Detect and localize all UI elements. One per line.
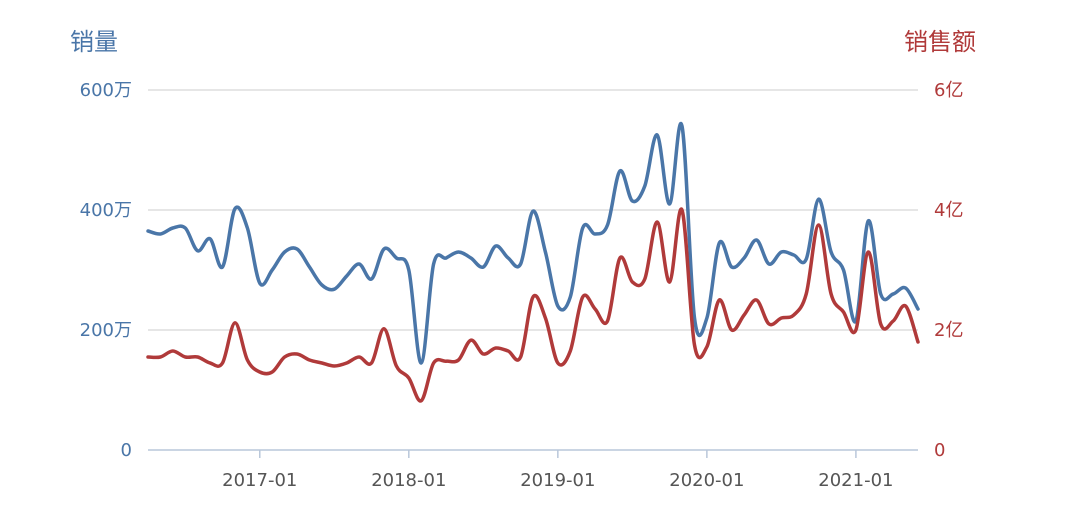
series-line-right: [146, 207, 920, 403]
right-axis-title: 销售额: [904, 28, 976, 56]
right-tick-label: 2亿: [934, 320, 963, 341]
x-tick-label: 2021-01: [818, 470, 893, 491]
left-tick-label: 600万: [80, 80, 132, 101]
series-line-left: [146, 121, 920, 365]
left-axis-ticks: 0 200万 400万 600万: [80, 80, 132, 461]
series-lines: [146, 121, 920, 403]
right-tick-label: 0: [934, 440, 945, 461]
right-axis-ticks: 0 2亿 4亿 6亿: [934, 80, 963, 461]
x-tick-label: 2020-01: [669, 470, 744, 491]
left-tick-label: 400万: [80, 200, 132, 221]
left-tick-label: 0: [121, 440, 132, 461]
left-tick-label: 200万: [80, 320, 132, 341]
left-axis-title: 销量: [70, 28, 118, 56]
right-tick-label: 4亿: [934, 200, 963, 221]
x-tick-label: 2019-01: [520, 470, 595, 491]
grid-lines: [148, 89, 918, 451]
x-tick-label: 2017-01: [222, 470, 297, 491]
x-tick-label: 2018-01: [371, 470, 446, 491]
x-axis: 2017-01 2018-01 2019-01 2020-01 2021-01: [222, 450, 894, 491]
right-tick-label: 6亿: [934, 80, 963, 101]
